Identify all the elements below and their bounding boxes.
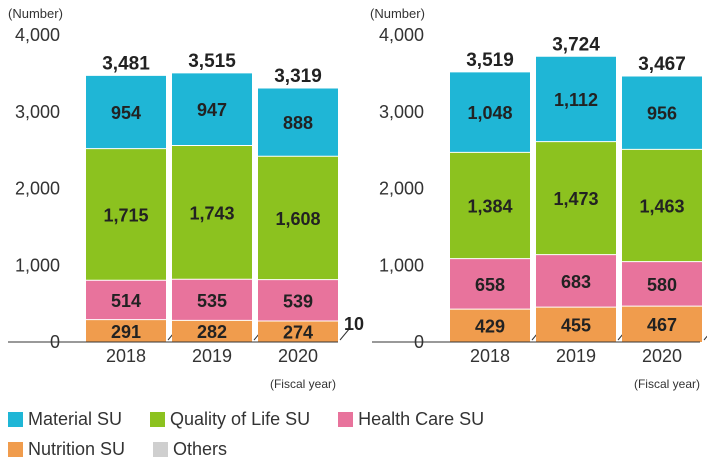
panel-2-ytick-label: 4,000 (379, 25, 424, 45)
legend-swatch-health (338, 411, 354, 427)
panel-1-bar-nutrition (86, 319, 166, 342)
legend-swatch-nutrition (8, 441, 23, 457)
panel-1-category-label: 2020 (278, 346, 318, 366)
panel-2-label-quality: 1,384 (467, 196, 512, 216)
legend-row-2: Nutrition SU Others (8, 434, 698, 464)
panel-1-label-health: 535 (197, 291, 227, 311)
panel-2-bar-material (536, 56, 616, 142)
panel-2-total-label: 3,724 (552, 34, 600, 55)
panel-2-ytick-label: 2,000 (379, 179, 424, 199)
panel-1-bar-material (258, 88, 338, 157)
panel-2-bar-nutrition (450, 309, 530, 342)
panel-1-label-health: 539 (283, 291, 313, 311)
legend-label-material: Material SU (28, 408, 123, 429)
panel-1-label-nutrition: 274 (283, 322, 313, 342)
panel-1-label-nutrition: 282 (197, 322, 227, 342)
panel-2-label-material: 1,112 (554, 90, 598, 110)
panel-1-label-health: 514 (111, 291, 141, 311)
panel-1-category-label: 2019 (192, 346, 232, 366)
panel-1-bar-health (258, 279, 338, 321)
panel-2-label-health: 683 (561, 272, 591, 292)
legend-item-others: Others (153, 439, 227, 460)
panel-2-label-material: 956 (647, 104, 677, 124)
panel-1-label-material: 954 (111, 103, 141, 123)
panel-2-bar-quality (450, 152, 530, 259)
legend-swatch-others (153, 441, 169, 457)
panel-1-bar-quality (172, 145, 252, 280)
panel-2-bar-quality (622, 149, 702, 262)
panel-1-total-label: 3,319 (274, 66, 322, 87)
panel-2-category-label: 2020 (642, 346, 682, 366)
legend-item-nutrition: Nutrition SU (8, 439, 125, 460)
panel-1-ytick-label: 1,000 (15, 255, 60, 275)
panel-2-label-material: 1,048 (467, 103, 512, 123)
panel-1-label-quality: 1,743 (189, 203, 234, 223)
panel-1-label-nutrition: 291 (111, 322, 141, 342)
panel-2-bar-nutrition (536, 307, 616, 342)
legend-item-quality: Quality of Life SU (150, 409, 310, 430)
panel-2-bar-health (536, 254, 616, 308)
panel-2-label-quality: 1,463 (639, 197, 684, 217)
panel-1-bar-nutrition (172, 320, 252, 342)
legend-swatch-quality (150, 411, 166, 427)
legend-label-nutrition: Nutrition SU (28, 438, 126, 459)
panel-2-label-nutrition: 455 (561, 316, 591, 336)
panel-1-total-label: 3,481 (102, 53, 150, 74)
panel-2-label-nutrition: 467 (647, 315, 677, 335)
panel-2-label-nutrition: 429 (475, 317, 505, 337)
legend-swatch-material (8, 411, 23, 427)
panel-1-ytick-label: 2,000 (15, 179, 60, 199)
panel-2-bar-health (450, 258, 530, 310)
legend-label-quality: Quality of Life SU (170, 408, 311, 429)
panel-2-label-health: 658 (475, 275, 505, 295)
panel-2-total-label: 3,467 (638, 54, 686, 75)
panel-1-bar-material (172, 72, 252, 146)
legend-item-health: Health Care SU (338, 409, 484, 430)
panel-2-bar-nutrition (622, 306, 702, 342)
panel-1-bar-quality (86, 148, 166, 281)
panel-2-ytick-label: 3,000 (379, 102, 424, 122)
legend-label-health: Health Care SU (358, 408, 485, 429)
panel-2-total-label: 3,519 (466, 50, 514, 71)
panel-1-label-quality: 1,715 (103, 205, 148, 225)
panel-1-ytick-label: 4,000 (15, 25, 60, 45)
panel-2-label-quality: 1,473 (553, 189, 598, 209)
panel-1-label-material: 947 (197, 100, 227, 120)
legend: Material SU Quality of Life SU Health Ca… (8, 404, 698, 464)
panel-1-bar-quality (258, 156, 338, 280)
legend-row-1: Material SU Quality of Life SU Health Ca… (8, 404, 698, 434)
panel-1-label-others: 10 (344, 314, 364, 334)
legend-label-others: Others (173, 438, 228, 459)
panel-1-fiscal-year-label: (Fiscal year) (270, 377, 336, 391)
panel-2-ytick-label: 1,000 (379, 255, 424, 275)
panel-1-leader-line-others (339, 327, 351, 341)
legend-item-material: Material SU (8, 409, 122, 430)
panel-1-label-material: 888 (283, 113, 313, 133)
panel-1-unit-label: (Number) (8, 6, 63, 21)
panel-1-bar-material (86, 75, 166, 149)
panel-2-category-label: 2019 (556, 346, 596, 366)
panel-2-bar-material (622, 75, 702, 150)
panel-1-bar-nutrition (258, 320, 338, 342)
panel-2-category-label: 2018 (470, 346, 510, 366)
panel-2-bar-health (622, 261, 702, 307)
panel-1-bar-health (86, 280, 166, 320)
panel-2-fiscal-year-label: (Fiscal year) (634, 377, 700, 391)
panel-2-unit-label: (Number) (370, 6, 425, 21)
panel-1-label-quality: 1,608 (275, 209, 320, 229)
panel-2-leader-line-others (703, 335, 707, 341)
panel-1-bar-health (172, 279, 252, 321)
panel-1-ytick-label: 3,000 (15, 102, 60, 122)
panel-1-category-label: 2018 (106, 346, 146, 366)
panel-1-total-label: 3,515 (188, 51, 236, 72)
charts-canvas: (Number)01,0002,0003,0004,0002915141,715… (8, 6, 707, 391)
panel-2-label-health: 580 (647, 275, 677, 295)
panel-2-bar-quality (536, 141, 616, 255)
panel-2-bar-material (450, 71, 530, 153)
